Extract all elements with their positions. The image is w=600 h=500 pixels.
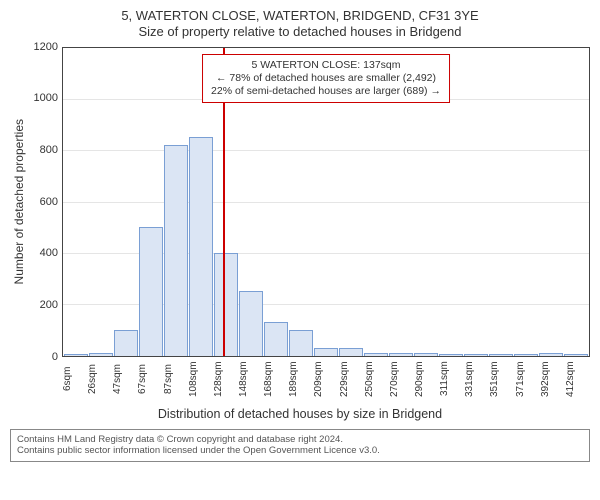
bar (539, 353, 563, 356)
y-tick-label: 1200 (34, 41, 58, 53)
y-axis-ticks: 020040060080010001200 (28, 47, 62, 357)
bar (564, 354, 588, 355)
x-tick-label: 331sqm (464, 357, 489, 403)
x-tick-label: 371sqm (515, 357, 540, 403)
footer-line2: Contains public sector information licen… (17, 445, 583, 457)
bar (114, 330, 138, 356)
bar (464, 354, 488, 355)
x-axis-label: Distribution of detached houses by size … (10, 407, 590, 421)
footer-line1: Contains HM Land Registry data © Crown c… (17, 434, 583, 446)
x-tick-label: 392sqm (540, 357, 565, 403)
x-tick-label: 229sqm (339, 357, 364, 403)
y-tick-label: 400 (40, 247, 58, 259)
x-tick-label: 67sqm (137, 357, 162, 403)
x-tick-label: 412sqm (565, 357, 590, 403)
y-tick-label: 600 (40, 196, 58, 208)
annotation-box: 5 WATERTON CLOSE: 137sqm ← 78% of detach… (202, 54, 450, 103)
bar (239, 291, 263, 355)
chart-title-line2: Size of property relative to detached ho… (10, 24, 590, 40)
annotation-line3: 22% of semi-detached houses are larger (… (211, 85, 441, 98)
bar (389, 353, 413, 356)
bar (89, 353, 113, 356)
x-tick-label: 209sqm (313, 357, 338, 403)
bar (189, 137, 213, 355)
plot-row: Number of detached properties 0200400600… (10, 47, 590, 357)
y-tick-label: 200 (40, 299, 58, 311)
x-tick-label: 270sqm (389, 357, 414, 403)
x-tick-label: 128sqm (213, 357, 238, 403)
x-axis-ticks: 6sqm26sqm47sqm67sqm87sqm108sqm128sqm148s… (62, 357, 590, 403)
y-axis-label-col: Number of detached properties (10, 47, 28, 357)
x-tick-label: 47sqm (112, 357, 137, 403)
bar (289, 330, 313, 356)
bar (339, 348, 363, 356)
bar (514, 354, 538, 355)
bar (139, 227, 163, 355)
annotation-line2: ← 78% of detached houses are smaller (2,… (211, 72, 441, 85)
x-tick-label: 311sqm (439, 357, 464, 403)
plot-area: 5 WATERTON CLOSE: 137sqm ← 78% of detach… (62, 47, 590, 357)
x-tick-label: 148sqm (238, 357, 263, 403)
x-tick-label: 26sqm (87, 357, 112, 403)
x-tick-label: 189sqm (288, 357, 313, 403)
x-tick-label: 168sqm (263, 357, 288, 403)
bar (214, 253, 238, 356)
x-tick-label: 87sqm (163, 357, 188, 403)
x-tick-label: 6sqm (62, 357, 87, 403)
chart-container: 5, WATERTON CLOSE, WATERTON, BRIDGEND, C… (0, 0, 600, 500)
bar (439, 354, 463, 355)
y-tick-label: 1000 (34, 92, 58, 104)
y-axis-label: Number of detached properties (12, 119, 26, 284)
annotation-line1: 5 WATERTON CLOSE: 137sqm (211, 59, 441, 72)
bar (164, 145, 188, 355)
x-tick-label: 351sqm (489, 357, 514, 403)
x-tick-label: 290sqm (414, 357, 439, 403)
y-tick-label: 0 (52, 351, 58, 363)
y-tick-label: 800 (40, 144, 58, 156)
bar (64, 354, 88, 355)
footer-attribution: Contains HM Land Registry data © Crown c… (10, 429, 590, 463)
bar (364, 353, 388, 356)
bar (489, 354, 513, 355)
bar (414, 353, 438, 356)
chart-title-line1: 5, WATERTON CLOSE, WATERTON, BRIDGEND, C… (10, 8, 590, 24)
bar (264, 322, 288, 355)
x-tick-label: 108sqm (188, 357, 213, 403)
bar (314, 348, 338, 356)
x-tick-label: 250sqm (364, 357, 389, 403)
